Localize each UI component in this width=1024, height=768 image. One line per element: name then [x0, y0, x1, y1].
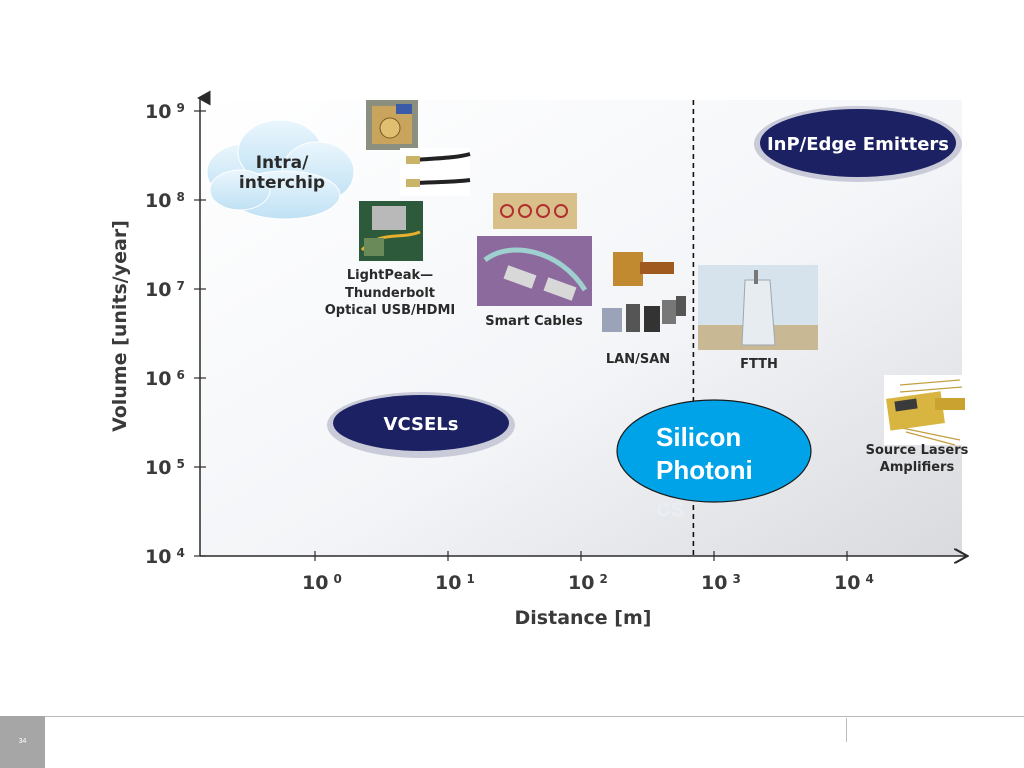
smart-cables-caption: Smart Cables	[485, 314, 583, 329]
vcsels-label: VCSELs	[384, 414, 459, 435]
caption-line: Source Lasers	[866, 443, 969, 458]
x-tick-label-3: 10 3	[701, 572, 741, 594]
silicon-line-3: cs	[656, 492, 685, 522]
cloud-line-1: Intra/	[256, 153, 309, 173]
y-tick-label-4: 10 5	[145, 457, 185, 479]
lightpeak-photo	[359, 201, 423, 261]
caption-line: Optical USB/HDMI	[325, 303, 456, 318]
x-ticks: 10 0 10 1 10 2 10 3 10 4	[302, 551, 874, 594]
inp-edge-emitters-oval: InP/Edge Emitters	[754, 106, 962, 182]
pcb-photo	[493, 193, 577, 229]
x-tick-label-2: 10 2	[568, 572, 608, 594]
caption-line: LightPeak—	[347, 268, 433, 283]
vcsels-oval: VCSELs	[327, 392, 515, 458]
y-axis-title: Volume [units/year]	[109, 220, 131, 432]
y-tick-label-5: 10 4	[145, 546, 185, 568]
silicon-photonics-oval: Silicon Photoni cs	[616, 399, 812, 522]
source-lasers-caption: Source Lasers Amplifiers	[866, 443, 969, 475]
x-tick-label-4: 10 4	[834, 572, 874, 594]
slide-footer: 34	[0, 716, 1024, 768]
y-tick-label-0: 10 9	[145, 101, 185, 123]
laser-module-photo	[884, 375, 974, 446]
page-number: 34	[0, 716, 45, 768]
ftth-photo	[698, 265, 818, 350]
silicon-line-1: Silicon	[656, 422, 741, 452]
caption-line: Thunderbolt	[345, 286, 435, 301]
y-tick-label-2: 10 7	[145, 279, 185, 301]
chip-photo	[366, 100, 418, 150]
footer-divider	[45, 716, 1024, 717]
x-tick-label-0: 10 0	[302, 572, 342, 594]
smart-cables-photo	[477, 236, 592, 306]
cloud-line-2: interchip	[239, 173, 325, 193]
hdmi-cable-photo	[400, 148, 471, 196]
lan-san-photo	[602, 252, 686, 332]
intra-interchip-cloud: Intra/ interchip	[206, 119, 355, 220]
lan-san-caption: LAN/SAN	[606, 352, 670, 367]
silicon-line-2: Photoni	[656, 455, 753, 485]
footer-separator	[846, 718, 847, 742]
x-tick-label-1: 10 1	[435, 572, 475, 594]
ftth-caption: FTTH	[740, 357, 778, 372]
y-tick-label-3: 10 6	[145, 368, 185, 390]
y-tick-label-1: 10 8	[145, 190, 185, 212]
caption-line: Amplifiers	[880, 460, 955, 475]
lightpeak-caption: LightPeak— Thunderbolt Optical USB/HDMI	[325, 268, 456, 318]
inp-label: InP/Edge Emitters	[767, 134, 949, 155]
x-axis-title: Distance [m]	[515, 607, 652, 629]
